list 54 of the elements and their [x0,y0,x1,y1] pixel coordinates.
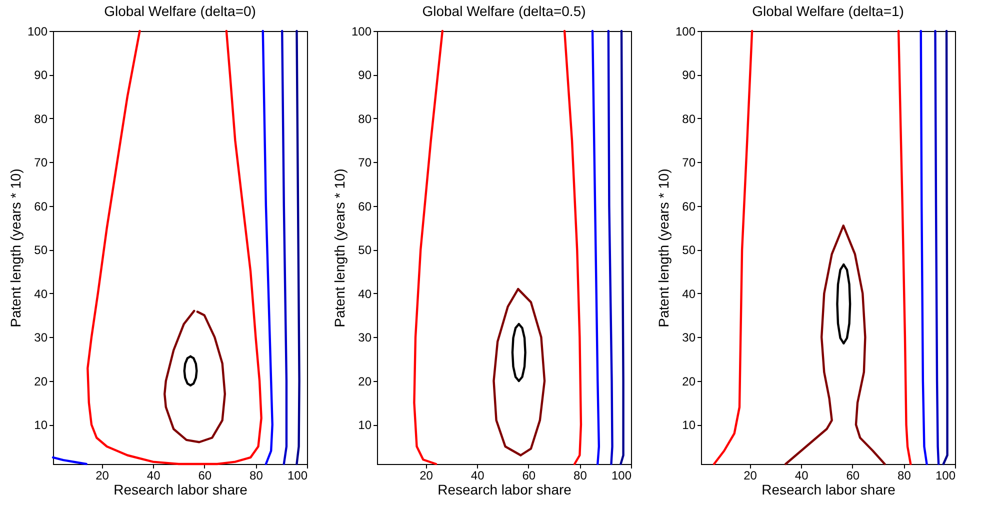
y-tick-label: 60 [358,199,372,214]
x-tick-label: 40 [794,468,809,482]
y-axis-title: Patent length (years * 10) [7,168,24,328]
y-tick-label: 10 [34,418,48,432]
x-tick-label: 100 [287,468,308,482]
x-tick-label: 60 [198,468,212,482]
y-tick-label: 10 [358,418,372,432]
x-axis-title: Research labor share [114,482,248,498]
y-tick-label: 60 [682,199,696,214]
y-tick-label: 70 [34,156,48,170]
chart-title: Global Welfare (delta=0.5) [422,3,586,19]
y-tick-label: 80 [34,112,48,126]
x-tick-label: 40 [470,468,485,482]
y-tick-label: 90 [682,68,696,82]
y-tick-label: 100 [675,24,696,38]
y-tick-label: 90 [34,68,48,82]
x-tick-label: 60 [522,468,536,482]
x-tick-label: 40 [146,468,161,482]
y-tick-label: 20 [358,374,372,388]
chart-title: Global Welfare (delta=0) [104,3,256,19]
y-tick-label: 30 [358,330,372,345]
y-tick-label: 30 [34,330,48,345]
x-tick-label: 20 [420,468,434,482]
y-tick-label: 50 [34,243,48,258]
x-tick-label: 100 [935,468,956,482]
x-tick-label: 20 [744,468,758,482]
y-tick-label: 60 [34,199,48,214]
y-axis-title: Patent length (years * 10) [655,168,672,328]
y-tick-label: 20 [682,374,696,388]
y-tick-label: 10 [682,418,696,432]
y-tick-label: 80 [358,112,372,126]
x-tick-label: 80 [250,468,264,482]
y-axis-title: Patent length (years * 10) [331,168,348,328]
y-tick-label: 100 [27,24,48,38]
x-tick-label: 80 [574,468,588,482]
chart-title: Global Welfare (delta=1) [752,3,904,19]
x-tick-label: 60 [846,468,860,482]
y-tick-label: 40 [34,286,48,301]
y-tick-label: 30 [682,330,696,345]
x-axis-title: Research labor share [438,482,572,498]
x-tick-label: 20 [96,468,110,482]
x-tick-label: 80 [898,468,912,482]
y-tick-label: 90 [358,68,372,82]
x-tick-label: 100 [611,468,632,482]
y-tick-label: 40 [358,286,372,301]
y-tick-label: 20 [34,374,48,388]
y-tick-label: 50 [682,243,696,258]
y-tick-label: 80 [682,112,696,126]
x-axis-title: Research labor share [762,482,896,498]
y-tick-label: 40 [682,286,696,301]
y-tick-label: 50 [358,243,372,258]
y-tick-label: 70 [358,156,372,170]
y-tick-label: 70 [682,156,696,170]
y-tick-label: 100 [351,24,372,38]
